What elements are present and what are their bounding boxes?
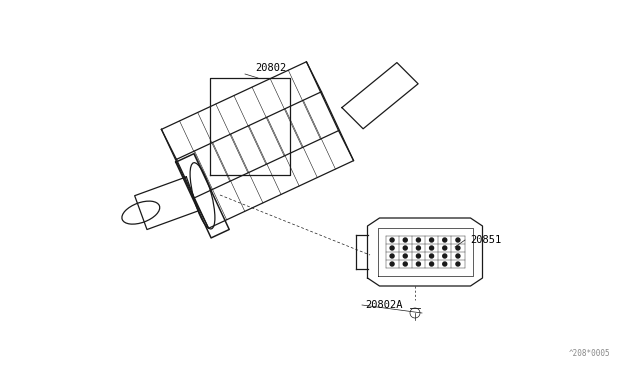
Text: ^208*0005: ^208*0005: [568, 349, 610, 358]
Circle shape: [456, 262, 460, 266]
Circle shape: [456, 246, 460, 250]
Circle shape: [403, 262, 407, 266]
Circle shape: [443, 262, 447, 266]
Circle shape: [443, 254, 447, 258]
Circle shape: [443, 238, 447, 242]
Circle shape: [390, 254, 394, 258]
Circle shape: [429, 238, 433, 242]
Circle shape: [456, 254, 460, 258]
Circle shape: [390, 262, 394, 266]
Circle shape: [429, 262, 433, 266]
Text: 20851: 20851: [470, 235, 501, 245]
Circle shape: [456, 238, 460, 242]
Circle shape: [417, 262, 420, 266]
Circle shape: [403, 238, 407, 242]
Circle shape: [390, 238, 394, 242]
Circle shape: [417, 246, 420, 250]
Circle shape: [417, 254, 420, 258]
Circle shape: [403, 246, 407, 250]
Circle shape: [390, 246, 394, 250]
Text: 20802: 20802: [255, 63, 286, 73]
Text: 20802A: 20802A: [365, 300, 403, 310]
Circle shape: [429, 254, 433, 258]
Circle shape: [403, 254, 407, 258]
Circle shape: [443, 246, 447, 250]
Circle shape: [429, 246, 433, 250]
Circle shape: [417, 238, 420, 242]
